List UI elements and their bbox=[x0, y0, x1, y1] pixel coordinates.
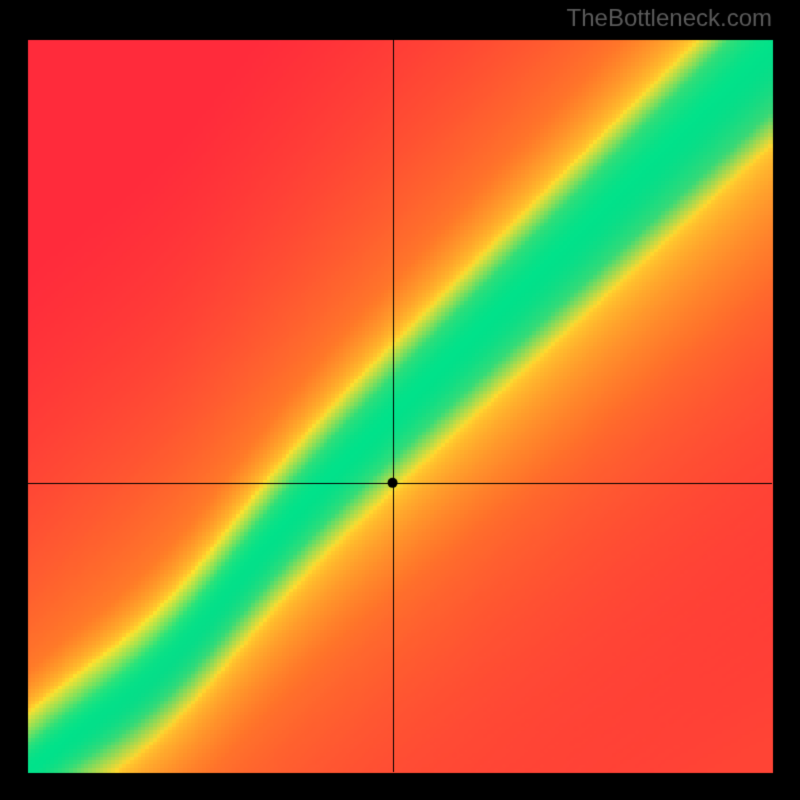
chart-container bbox=[0, 0, 800, 800]
bottleneck-heatmap bbox=[0, 0, 800, 800]
